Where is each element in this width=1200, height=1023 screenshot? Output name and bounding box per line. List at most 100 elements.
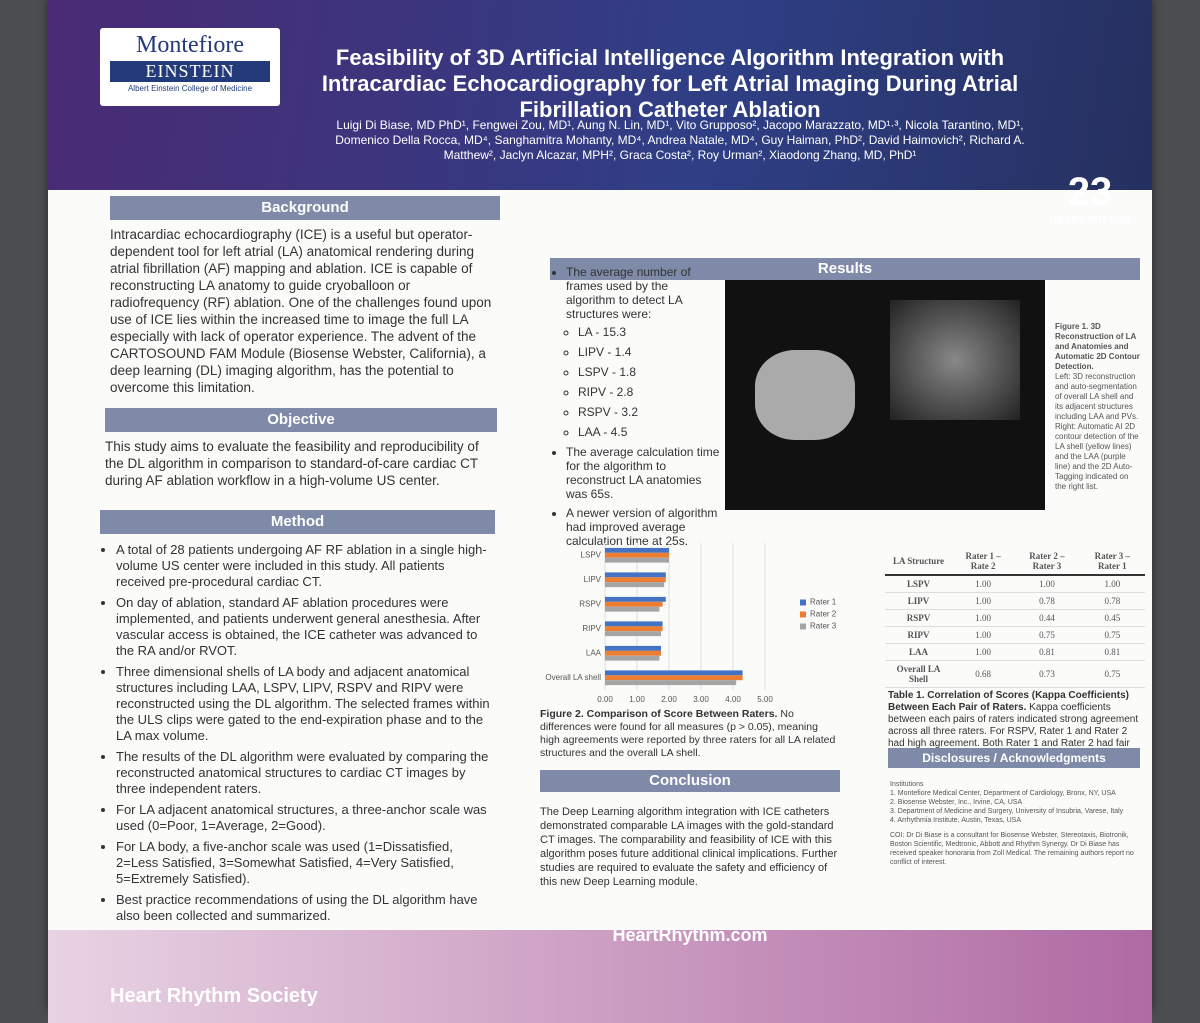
section-heading: Disclosures / Acknowledgments (888, 748, 1140, 768)
background-text: Intracardiac echocardiography (ICE) is a… (110, 227, 492, 395)
legend-label: Rater 1 (810, 598, 837, 607)
logo-mid: EINSTEIN (110, 61, 270, 82)
y-tick-label: RSPV (579, 599, 601, 608)
logo-top: Montefiore (136, 32, 244, 58)
table-cell: 0.75 (1079, 660, 1145, 688)
y-tick-label: Overall LA shell (545, 673, 601, 682)
y-tick-label: RIPV (582, 624, 601, 633)
objective-text: This study aims to evaluate the feasibil… (105, 439, 479, 488)
legend-label: Rater 2 (810, 610, 837, 619)
x-tick-label: 3.00 (693, 695, 709, 704)
table-cell: 0.81 (1079, 643, 1145, 661)
table-cell: 0.75 (1079, 626, 1145, 644)
logo-sub: Albert Einstein College of Medicine (127, 84, 253, 93)
x-tick-label: 0.00 (597, 695, 613, 704)
conclusion-text: The Deep Learning algorithm integration … (540, 806, 838, 888)
table-cell: 1.00 (952, 643, 1015, 661)
section-heading: Results (550, 258, 1140, 280)
table-row: LSPV 1.00 1.00 1.00 (885, 575, 1145, 593)
authors: Luigi Di Biase, MD PhD¹, Fengwei Zou, MD… (335, 118, 1025, 162)
method-item: Best practice recommendations of using t… (116, 892, 496, 924)
frames-item: RIPV - 2.8 (578, 385, 720, 399)
table-cell: 0.73 (1014, 660, 1080, 688)
table-cell: 1.00 (952, 626, 1015, 644)
table-cell: 1.00 (952, 575, 1015, 593)
bar (605, 675, 743, 681)
section-heading: Method (100, 510, 495, 534)
results-intro: The average number of frames used by the… (566, 265, 720, 439)
x-tick-label: 2.00 (661, 695, 677, 704)
title: Feasibility of 3D Artificial Intelligenc… (321, 45, 1019, 122)
bar (605, 631, 661, 637)
table-cell: 1.00 (952, 592, 1015, 610)
frames-list: LA - 15.3 LIPV - 1.4 LSPV - 1.8 RIPV - 2.8 R… (566, 325, 720, 439)
kappa-table: LA Structure Rater 1 – Rate 2 Rater 2 – Ra… (885, 548, 1145, 688)
bar (605, 606, 660, 612)
caption-text: No differences were found for all measur… (540, 708, 836, 759)
table-cell: LAA (885, 643, 953, 661)
institutions-label: Institutions (890, 781, 924, 788)
column-header: Rater 3 – Rater 1 (1079, 548, 1145, 576)
method-item: A total of 28 patients undergoing AF RF … (116, 542, 496, 590)
bar (605, 601, 663, 607)
table-cell: 1.00 (1079, 575, 1145, 593)
results-item: The average calculation time for the alg… (566, 445, 720, 501)
bar (605, 621, 663, 627)
figure-image (725, 280, 1045, 510)
results-list: The average number of frames used by the… (550, 265, 720, 548)
table-cell: 1.00 (1014, 575, 1080, 593)
footer (48, 930, 1152, 1023)
society-name: Heart Rhythm Society (110, 985, 318, 1007)
x-tick-label: 4.00 (725, 695, 741, 704)
method-item: For LA adjacent anatomical structures, a… (116, 802, 496, 834)
table-row: RIPV 1.00 0.75 0.75 (885, 626, 1145, 644)
method-item: On day of ablation, standard AF ablation… (116, 595, 496, 659)
badge-label: HEART RHYTHM (1050, 215, 1130, 226)
bar (605, 552, 669, 558)
bar (605, 680, 737, 686)
caption-title: Figure 2. Comparison of Score Between Ra… (540, 708, 778, 720)
column-header: Rater 2 – Rater 3 (1014, 548, 1080, 576)
bar (605, 572, 666, 578)
caption-title: Figure 1. 3D Reconstruction of LA and An… (1055, 322, 1140, 371)
figure1-caption: Figure 1. 3D Reconstruction of LA and An… (1055, 322, 1140, 492)
y-tick-label: LIPV (584, 575, 602, 584)
table-cell: 0.75 (1014, 626, 1080, 644)
table-cell: RIPV (885, 626, 953, 644)
caption-text: Left: 3D reconstruction and auto-segment… (1055, 372, 1139, 491)
table-cell: 0.45 (1079, 609, 1145, 627)
table-cell: 0.68 (952, 660, 1015, 688)
y-tick-label: LAA (586, 648, 602, 657)
column-header: Rater 1 – Rate 2 (952, 548, 1015, 576)
table-row: Overall LA Shell 0.68 0.73 0.75 (885, 660, 1145, 688)
table-cell: Overall LA Shell (885, 660, 953, 688)
results: The average number of frames used by the… (550, 265, 720, 553)
institutions: 1. Montefiore Medical Center, Department… (890, 789, 1140, 825)
caption-title: Table 1. Correlation of Scores (Kappa Co… (888, 690, 1129, 713)
frames-item: LA - 15.3 (578, 325, 720, 339)
logo: Montefiore EINSTEIN Albert Einstein Coll… (100, 28, 280, 106)
figure2-caption: Figure 2. Comparison of Score Between Ra… (540, 708, 840, 760)
bar (605, 626, 663, 632)
x-tick-label: 5.00 (757, 695, 773, 704)
coi: COI: Dr Di Biase is a consultant for Bio… (890, 832, 1134, 866)
table-row: RSPV 1.00 0.44 0.45 (885, 609, 1145, 627)
method-item: For LA body, a five-anchor scale was use… (116, 839, 496, 887)
footer-url[interactable]: HeartRhythm.com (612, 925, 768, 945)
results-item: A newer version of algorithm had improve… (566, 506, 720, 548)
bar (605, 655, 660, 661)
table-cell: 0.44 (1014, 609, 1080, 627)
bar (605, 645, 661, 651)
table-cell: LSPV (885, 575, 953, 593)
bar (605, 650, 661, 656)
bar (605, 577, 666, 583)
table-cell: 1.00 (952, 609, 1015, 627)
y-tick-label: LSPV (581, 550, 602, 559)
section-heading: Objective (105, 408, 497, 432)
bar (605, 547, 669, 553)
frames-item: LAA - 4.5 (578, 425, 720, 439)
institution: 1. Montefiore Medical Center, Department… (890, 790, 1116, 797)
header-row: LA Structure Rater 1 – Rate 2 Rater 2 – Ra… (885, 548, 1145, 576)
legend-swatch (800, 611, 806, 618)
legend-label: Rater 3 (810, 622, 837, 631)
